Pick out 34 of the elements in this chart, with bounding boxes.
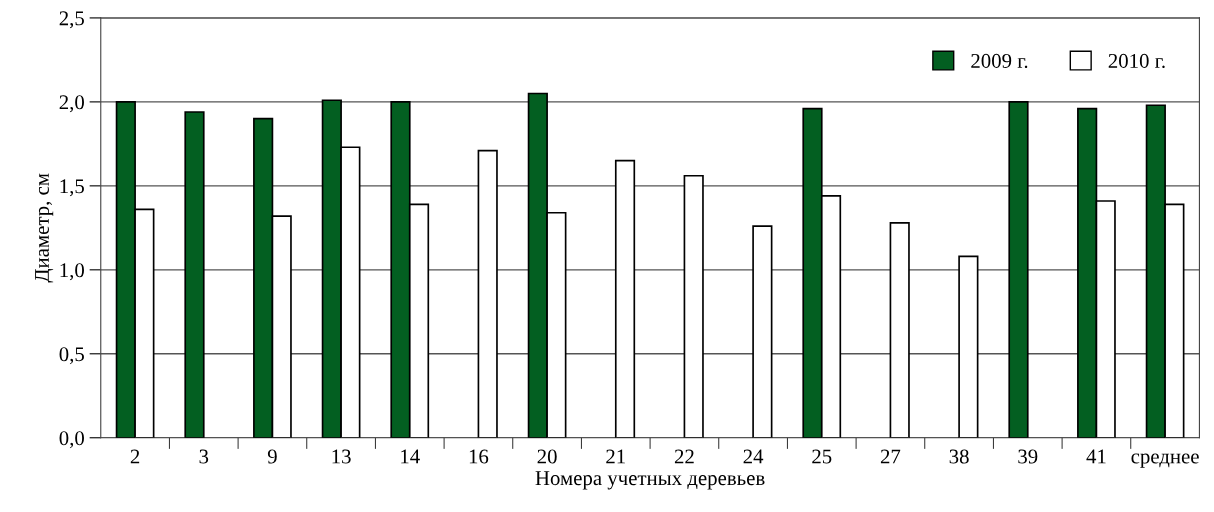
- x-tick-label: 25: [812, 449, 832, 464]
- x-tick-label: 13: [332, 449, 351, 464]
- bar: [958, 255, 979, 438]
- legend-label: 2009 г.: [971, 53, 1028, 69]
- x-tick-label: среднее: [1131, 453, 1199, 468]
- x-tick-label: 41: [1086, 449, 1106, 464]
- bar: [614, 159, 636, 438]
- x-tick-label: 24: [743, 449, 764, 464]
- bar: [752, 225, 773, 438]
- bar: [1008, 101, 1029, 438]
- x-tick-label: 20: [537, 449, 557, 464]
- bar: [889, 221, 910, 438]
- x-tick-label: 2: [130, 449, 140, 464]
- legend-label: 2010 г.: [1108, 53, 1165, 69]
- bar: [184, 111, 205, 438]
- x-tick-label: 27: [880, 449, 901, 464]
- x-axis-title: Номера учетных деревьев: [535, 471, 765, 490]
- y-tick-label: 1,0: [60, 263, 84, 281]
- y-tick-label: 0,0: [59, 431, 84, 449]
- x-tick-label: 14: [401, 449, 420, 464]
- x-tick-label: 21: [606, 449, 625, 464]
- x-tick-label: 22: [674, 449, 694, 464]
- x-tick-label: 9: [267, 449, 277, 464]
- y-tick-label: 2,0: [59, 95, 84, 113]
- x-tick-label: 39: [1018, 449, 1038, 464]
- y-tick-label: 1,5: [60, 179, 84, 197]
- bar: [683, 174, 704, 438]
- bar: [477, 149, 498, 438]
- x-tick-label: 3: [199, 449, 209, 464]
- y-tick-label: 0,5: [59, 347, 84, 365]
- x-tick-label: 38: [949, 449, 969, 464]
- y-axis-title: Диаметр, см: [35, 173, 54, 283]
- x-tick-label: 16: [469, 449, 489, 464]
- y-tick-label: 2,5: [59, 11, 84, 29]
